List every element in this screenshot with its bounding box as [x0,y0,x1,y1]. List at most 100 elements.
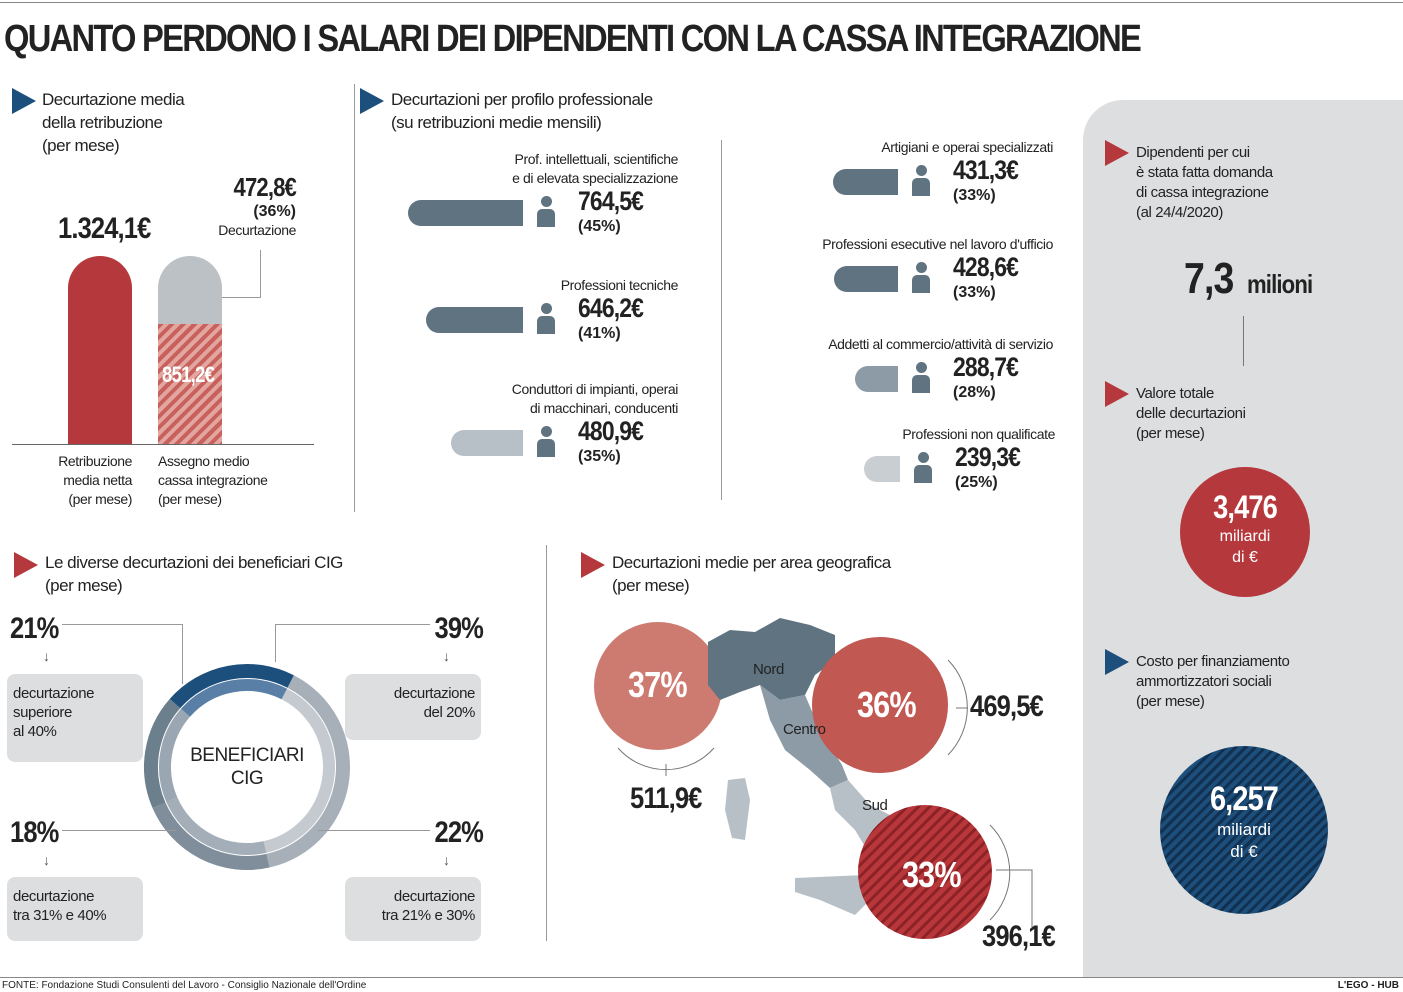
center-line: BENEFICIARI [190,745,304,766]
box-line: decurtazione [13,685,95,702]
connector [222,297,261,298]
area-value: 511,9€ [630,782,702,815]
side-circle-2: 3,476 miliardi di € [1180,467,1310,597]
profession-label: Professioni non qualificate [902,425,1055,444]
line: Valore totale [1136,385,1214,402]
label-line: Assegno medio [158,453,250,469]
triangle-bullet-icon [12,88,36,114]
area-name: Nord [753,661,784,678]
line: (per mese) [1136,693,1205,710]
line: (per mese) [1136,425,1205,442]
cig-pct: 22% [434,816,484,849]
profession-pct: (33%) [953,284,996,301]
side-value-1: 7,3 milioni [1184,254,1323,304]
connector [275,624,430,625]
driver-icon [533,426,559,458]
decurt-label: Decurtazione [218,222,296,238]
page-title: QUANTO PERDONO I SALARI DEI DIPENDENTI C… [4,18,1142,60]
triangle-bullet-icon [581,552,605,578]
triangle-bullet-icon [1105,381,1129,407]
connector [62,830,176,831]
area-value: 469,5€ [970,690,1044,723]
title-line: della retribuzione [42,113,163,132]
arrow-down-icon: ↓ [43,852,50,868]
connector [182,624,183,684]
arrow-down-icon: ↓ [443,648,450,664]
profession-value: 428,6€ [953,252,1019,282]
unit: di € [1232,549,1258,566]
divider [721,140,722,500]
box-line: decurtazione [393,685,475,702]
label-line: Professioni esecutive nel lavoro d'uffic… [822,236,1053,252]
title-line: Le diverse decurtazioni dei beneficiari … [45,553,343,572]
label-line: (per mese) [158,491,222,507]
bar1-value: 1.324,1€ [58,212,151,245]
value: 6,257 [1209,780,1279,818]
profession-label: Artigiani e operai specializzati [881,138,1053,157]
area-name: Sud [862,797,888,814]
line: ammortizzatori sociali [1136,673,1272,690]
donut-segment [158,679,335,855]
donut-segment [144,664,350,870]
title-line: (per mese) [45,576,123,595]
title-line: Decurtazioni medie per area geografica [612,553,891,572]
profession-label: Conduttori di impianti, operai di macchin… [512,380,679,418]
label-line: e di elevata specializzazione [512,170,678,186]
triangle-bullet-icon [360,88,384,114]
profession-label: Addetti al commercio/attività di servizi… [828,335,1053,354]
sec3-title: Le diverse decurtazioni dei beneficiari … [45,551,343,597]
box-line: decurtazione [13,888,95,905]
top-rule [0,2,1403,3]
profession-pct: (33%) [953,187,996,204]
decurtazione-callout: 472,8€ (36%) Decurtazione [200,172,297,240]
worker-icon [908,165,934,197]
box-line: del 20% [423,704,476,721]
title-line: (per mese) [42,136,120,155]
title-line: Decurtazione media [42,90,185,109]
centro-region [760,685,848,788]
profession-bar [408,200,523,226]
profession-label: Professioni tecniche [561,276,679,295]
profession-label: Prof. intellettuali, scientifiche e di el… [512,150,678,188]
profession-value: 288,7€ [953,352,1019,382]
profession-bar [426,307,523,333]
decurt-pct: (36%) [253,203,296,220]
baseline [12,444,314,445]
profession-pct: (28%) [953,384,996,401]
box-line: tra 21% e 30% [381,907,476,924]
profession-pct: (35%) [578,448,621,465]
line: è stata fatta domanda [1136,164,1273,181]
sec1-title: Decurtazione media della retribuzione (per… [42,88,185,157]
profession-label: Professioni esecutive nel lavoro d'uffic… [822,235,1053,254]
unit: miliardi [1217,820,1271,839]
nord-circle [594,622,722,750]
arrow-down-icon: ↓ [43,648,50,664]
label-line: Prof. intellettuali, scientifiche [514,151,679,167]
profession-value: 764,5€ [578,186,644,216]
bar-retribuzione [68,256,132,445]
divider [546,545,547,941]
profession-pct: (45%) [578,218,621,235]
unit: milioni [1246,269,1313,299]
technician-icon [533,303,559,335]
title-line: (per mese) [612,576,690,595]
profession-bar [864,456,900,482]
donut-chart [143,664,350,870]
connector [62,624,182,625]
title-line: Decurtazioni per profilo professionale [391,90,653,109]
label-line: cassa integrazione [158,472,268,488]
arrow-down-icon: ↓ [443,852,450,868]
triangle-bullet-icon [1105,140,1129,166]
box-line: decurtazione [393,888,475,905]
bar2-value: 851,2€ [162,362,215,387]
value: 3,476 [1213,489,1278,525]
label-line: (per mese) [68,491,132,507]
line: (al 24/4/2020) [1136,204,1223,221]
center-line: CIG [230,768,264,789]
value: 7,3 [1184,254,1234,303]
label-line: Addetti al commercio/attività di servizi… [828,336,1053,352]
area-pct: 36% [857,684,917,725]
cig-pct: 18% [10,816,59,849]
profession-value: 431,3€ [953,155,1019,185]
profession-value: 646,2€ [578,293,644,323]
